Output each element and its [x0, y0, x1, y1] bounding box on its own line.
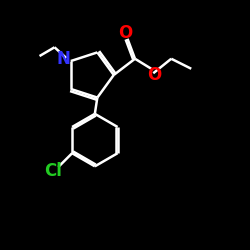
Text: Cl: Cl [44, 162, 62, 180]
Text: O: O [146, 66, 161, 84]
Text: O: O [118, 24, 132, 42]
Text: N: N [57, 50, 71, 68]
